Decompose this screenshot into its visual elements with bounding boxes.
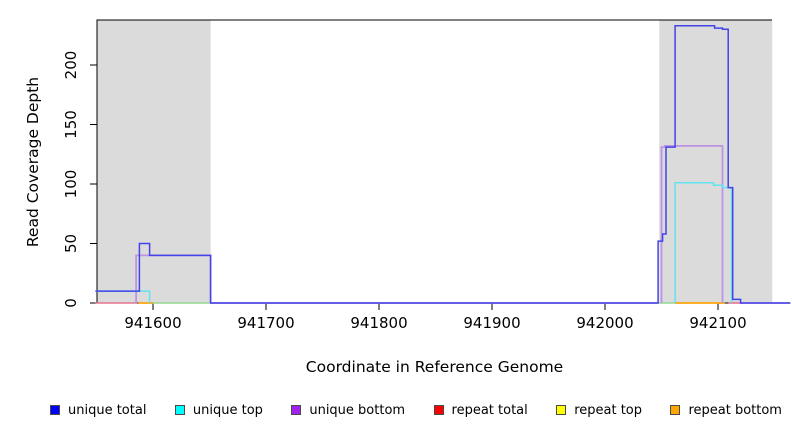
legend-swatch-icon xyxy=(556,405,567,415)
legend-item-repeat-total: repeat total xyxy=(433,402,528,418)
x-axis-title: Coordinate in Reference Genome xyxy=(305,358,564,376)
legend-swatch-icon xyxy=(670,405,681,415)
legend-swatch-icon xyxy=(291,405,302,415)
x-tick-label: 942100 xyxy=(689,314,746,332)
legend-label: unique bottom xyxy=(309,402,406,418)
legend-item-repeat-top: repeat top xyxy=(556,403,642,418)
highlight-band xyxy=(659,20,773,303)
x-tick-label: 941700 xyxy=(237,314,294,332)
legend-label: repeat bottom xyxy=(688,402,782,418)
x-tick-label: 941600 xyxy=(124,314,181,332)
y-tick-label: 200 xyxy=(62,51,80,80)
y-tick-label: 0 xyxy=(62,298,80,308)
series-line-unique-total xyxy=(95,24,791,304)
y-tick-label: 50 xyxy=(62,234,80,253)
plot-border xyxy=(96,19,772,303)
highlight-band xyxy=(96,20,211,303)
series-line-unique-bottom xyxy=(660,144,724,303)
y-tick-label: 100 xyxy=(62,170,80,199)
legend-swatch-icon xyxy=(50,405,60,415)
legend-item-unique-bottom: unique bottom xyxy=(291,403,405,418)
legend-label: repeat total xyxy=(451,402,528,418)
legend-item-unique-top: unique top xyxy=(174,402,263,418)
x-tick-label: 941800 xyxy=(350,314,407,332)
legend-label: repeat top xyxy=(574,402,642,418)
legend: unique total unique top unique bottom repea… xyxy=(50,398,782,422)
y-axis-title: Read Coverage Depth xyxy=(24,76,42,248)
legend-label: unique top xyxy=(192,402,263,418)
x-tick-label: 942000 xyxy=(576,314,633,332)
legend-item-unique-total: unique total xyxy=(50,403,146,418)
y-tick-label: 150 xyxy=(62,110,80,139)
legend-swatch-icon xyxy=(174,405,185,415)
x-tick-label: 941900 xyxy=(463,314,520,332)
legend-item-repeat-bottom: repeat bottom xyxy=(670,403,782,418)
legend-label: unique total xyxy=(68,402,147,418)
legend-swatch-icon xyxy=(433,405,444,415)
